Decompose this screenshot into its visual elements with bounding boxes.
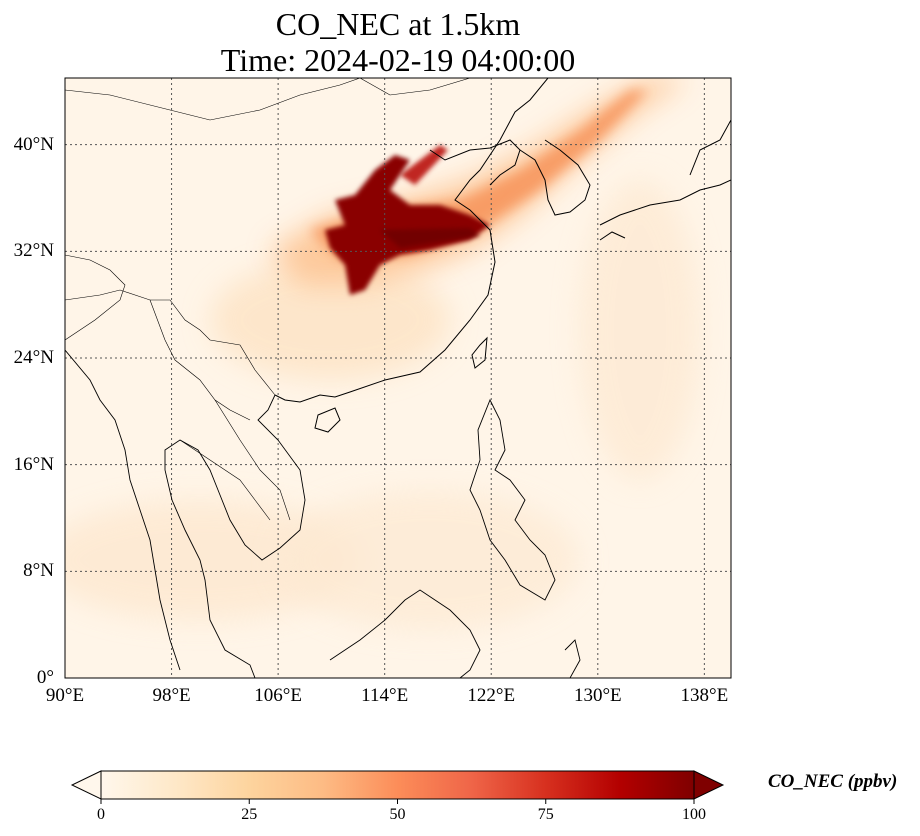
lat-tick-label: 40°N <box>13 133 54 155</box>
lon-tick-label: 98°E <box>152 685 191 706</box>
lon-tick-label: 90°E <box>45 685 85 706</box>
colorbar-tick-label: 100 <box>682 806 706 823</box>
indochina-coast <box>164 394 306 678</box>
border-laos-vietnam <box>214 399 291 521</box>
haze-scs <box>280 490 580 630</box>
haze-west <box>65 500 360 620</box>
japan-coast <box>599 119 731 241</box>
coastlines <box>65 78 731 678</box>
lon-tick-label: 114°E <box>361 685 409 706</box>
hainan-coast <box>314 407 341 433</box>
philippines-coast <box>469 398 556 601</box>
lat-tick-label: 32°N <box>13 240 54 262</box>
lat-tick-label: 16°N <box>13 453 54 475</box>
sulawesi-coast <box>564 639 581 678</box>
colorbar-tick-label: 0 <box>97 806 105 823</box>
lon-tick-label: 138°E <box>680 685 729 706</box>
border-myanmar-laos <box>149 299 251 421</box>
borneo-coast <box>329 589 481 678</box>
lat-tick-label: 24°N <box>13 347 54 368</box>
border-northeast <box>359 78 471 96</box>
colorbar-extend-low <box>70 770 102 800</box>
chart-title-line2: Time: 2024-02-19 04:00:00 <box>220 42 576 78</box>
country-borders <box>65 78 471 521</box>
korea-coast <box>519 139 591 216</box>
myanmar-coast <box>65 349 181 671</box>
bohai-coast <box>429 139 521 186</box>
haze-east <box>580 180 700 480</box>
border-india <box>65 254 126 341</box>
colorbar-tick-label: 75 <box>537 806 554 823</box>
colorbar-extend-high <box>693 770 725 800</box>
border-thailand-cambodia <box>179 439 271 521</box>
colorbar-tick-marks <box>100 799 695 804</box>
lon-tick-label: 122°E <box>467 685 516 706</box>
plume-core-dark <box>380 228 480 248</box>
colorbar <box>70 770 725 804</box>
haze-south-china <box>210 260 450 380</box>
colorbar-tick-label: 25 <box>241 806 258 823</box>
concentration-field <box>65 78 731 678</box>
lon-tick-label: 130°E <box>573 685 622 706</box>
colorbar-tick-label: 50 <box>389 806 406 823</box>
border-southwest <box>65 289 276 396</box>
colorbar-body <box>101 771 694 799</box>
chart-title-line1: CO_NEC at 1.5km <box>275 6 521 42</box>
plume-north-arm <box>400 145 448 185</box>
map-frame <box>64 77 732 679</box>
china-coastline <box>274 78 549 403</box>
colorbar-label: CO_NEC (ppbv) <box>768 771 898 792</box>
border-mongolia <box>65 78 361 121</box>
lat-tick-label: 8°N <box>23 560 54 582</box>
plume-core <box>325 155 490 295</box>
taiwan-coast <box>471 336 488 369</box>
lon-tick-label: 106°E <box>254 685 302 706</box>
lat-tick-label: 0° <box>36 667 54 688</box>
gridlines <box>65 78 731 678</box>
